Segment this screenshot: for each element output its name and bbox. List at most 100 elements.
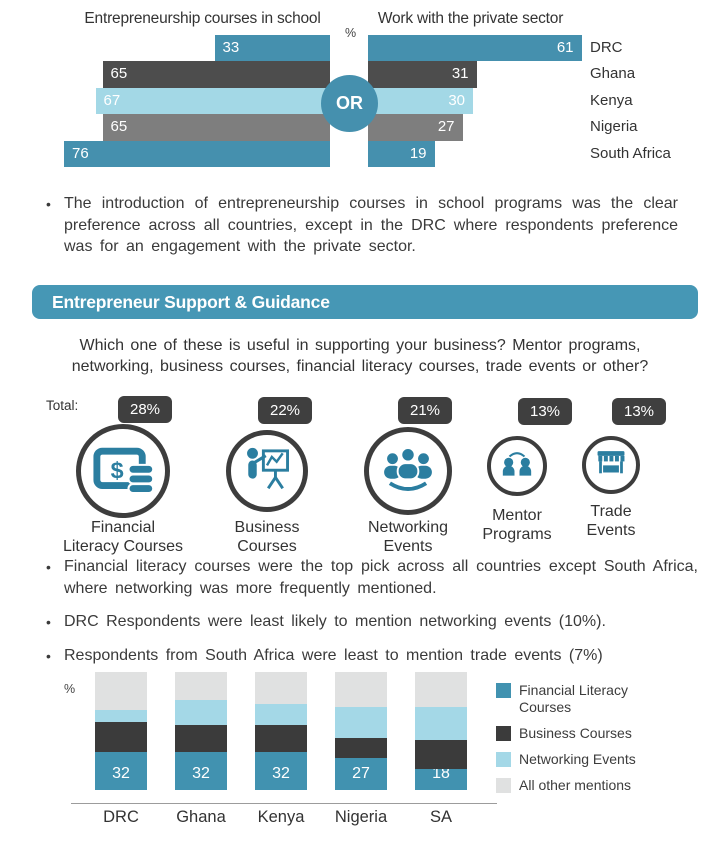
financial-literacy-icon: $ <box>90 436 156 507</box>
bullet-icon: • <box>46 648 51 664</box>
country-label: DRC <box>590 39 623 56</box>
insight-list-mid: • Financial literacy courses were the to… <box>46 556 698 679</box>
insight-item: • Financial literacy courses were the to… <box>46 556 698 599</box>
segment-value-label: 32 <box>272 765 290 782</box>
networking-events-badge: 21% <box>398 397 452 424</box>
insight-text: The introduction of entrepreneurship cou… <box>64 195 678 255</box>
butterfly-right-title: Work with the private sector <box>377 10 564 27</box>
segment-value-label: 18 <box>432 765 450 782</box>
segment-value-label: 32 <box>192 765 210 782</box>
label-line1: Networking <box>367 519 449 536</box>
left-bar-value: 76 <box>72 144 89 162</box>
stacked-segment-financial-literacy-courses <box>415 768 467 790</box>
trade-events-circle <box>582 436 640 494</box>
insight-item: • Respondents from South Africa were lea… <box>46 645 698 667</box>
left-bar <box>102 114 330 141</box>
mentor-programs-badge: 13% <box>518 398 572 425</box>
country-label: South Africa <box>590 144 671 162</box>
left-bar-value: 33 <box>222 39 240 56</box>
business-courses-icon <box>238 440 296 503</box>
svg-text:$: $ <box>111 457 124 483</box>
business-courses-badge: 22% <box>258 397 312 424</box>
country-label: Ghana <box>590 65 636 83</box>
x-axis-category: Kenya <box>257 808 305 826</box>
stacked-segment-networking-events <box>255 703 307 726</box>
right-bar-value: 31 <box>451 65 469 83</box>
left-bar <box>102 61 330 88</box>
legend-swatch <box>496 683 511 698</box>
business-courses-circle <box>226 430 308 512</box>
legend-label: Financial Literacy Courses <box>519 682 628 715</box>
label-line2: Events <box>586 522 636 539</box>
percent-unit-label: % <box>345 26 357 40</box>
label-line2: Events <box>383 538 433 555</box>
label-line1: Trade <box>590 503 632 520</box>
x-axis-category: Ghana <box>176 808 226 826</box>
left-bar <box>95 87 330 115</box>
networking-events-icon <box>377 438 439 505</box>
right-bar <box>368 35 582 62</box>
stacked-bar-chart: % 32 32 32 27 18 DRC Ghana Kenya Nigeria SA Fina… <box>0 660 720 844</box>
right-bar <box>368 61 477 88</box>
right-bar-value: 30 <box>448 91 465 109</box>
chart-legend: Financial Literacy Courses Business Cours… <box>496 682 711 794</box>
stacked-segment-all-other-mentions <box>255 672 307 704</box>
left-bar-value: 67 <box>103 91 121 109</box>
legend-item: All other mentions <box>496 777 711 794</box>
segment-value-label: 27 <box>352 765 370 782</box>
stacked-segment-business-courses <box>95 721 147 753</box>
left-bar-value: 65 <box>110 118 128 136</box>
x-axis-category: DRC <box>103 808 139 826</box>
right-bar-value: 27 <box>437 118 455 136</box>
bullet-icon: • <box>46 614 51 630</box>
stacked-segment-business-courses <box>255 725 307 753</box>
left-bar-value: 65 <box>110 65 128 83</box>
stacked-segment-all-other-mentions <box>175 672 227 701</box>
networking-events-circle <box>364 427 452 515</box>
country-label: Nigeria <box>590 118 638 136</box>
stacked-segment-financial-literacy-courses <box>175 752 227 790</box>
financial-literacy-badge: 28% <box>118 396 172 423</box>
bullet-icon: • <box>46 559 51 575</box>
totals-section: Total: $ 28% Financial Literacy Courses <box>0 388 720 563</box>
stacked-segment-networking-events <box>175 700 227 726</box>
stacked-segment-all-other-mentions <box>335 672 387 708</box>
total-label: Total: <box>46 398 79 413</box>
stacked-segment-business-courses <box>175 725 227 753</box>
stacked-segment-business-courses <box>335 738 387 759</box>
right-bar-value: 19 <box>409 144 427 162</box>
stacked-segment-financial-literacy-courses <box>335 758 387 790</box>
stacked-segment-business-courses <box>415 740 467 769</box>
right-bar <box>368 87 473 115</box>
financial-literacy-label: Financial Literacy Courses <box>33 518 213 556</box>
stacked-segment-all-other-mentions <box>415 672 467 708</box>
stacked-segment-networking-events <box>335 707 387 739</box>
business-courses-label: Business Courses <box>187 518 347 556</box>
trade-events-icon <box>592 444 630 487</box>
insight-text: Financial literacy courses were the top … <box>64 558 698 597</box>
segment-value-label: 32 <box>112 765 130 782</box>
legend-swatch <box>496 752 511 767</box>
right-bar <box>368 140 435 167</box>
legend-item: Business Courses <box>496 725 711 742</box>
mentor-programs-circle <box>487 436 547 496</box>
x-axis-category: Nigeria <box>334 808 388 826</box>
x-axis-category: SA <box>429 808 452 826</box>
mentor-programs-label: Mentor Programs <box>447 506 587 544</box>
stacked-segment-networking-events <box>415 707 467 741</box>
left-bar <box>64 140 330 167</box>
butterfly-chart: Entrepreneurship courses in school Work … <box>0 0 720 180</box>
legend-swatch <box>496 778 511 793</box>
stacked-segment-financial-literacy-courses <box>255 752 307 790</box>
label-line1: Mentor <box>492 507 542 524</box>
left-bar <box>214 35 330 62</box>
legend-item: Networking Events <box>496 751 711 768</box>
legend-label: Business Courses <box>519 725 632 741</box>
label-line1: Business <box>234 519 300 536</box>
legend-label: All other mentions <box>519 777 632 793</box>
insight-item: • The introduction of entrepreneurship c… <box>46 193 678 258</box>
right-bar-value: 61 <box>556 39 574 56</box>
stacked-segment-networking-events <box>95 709 147 722</box>
right-bar <box>368 114 463 141</box>
